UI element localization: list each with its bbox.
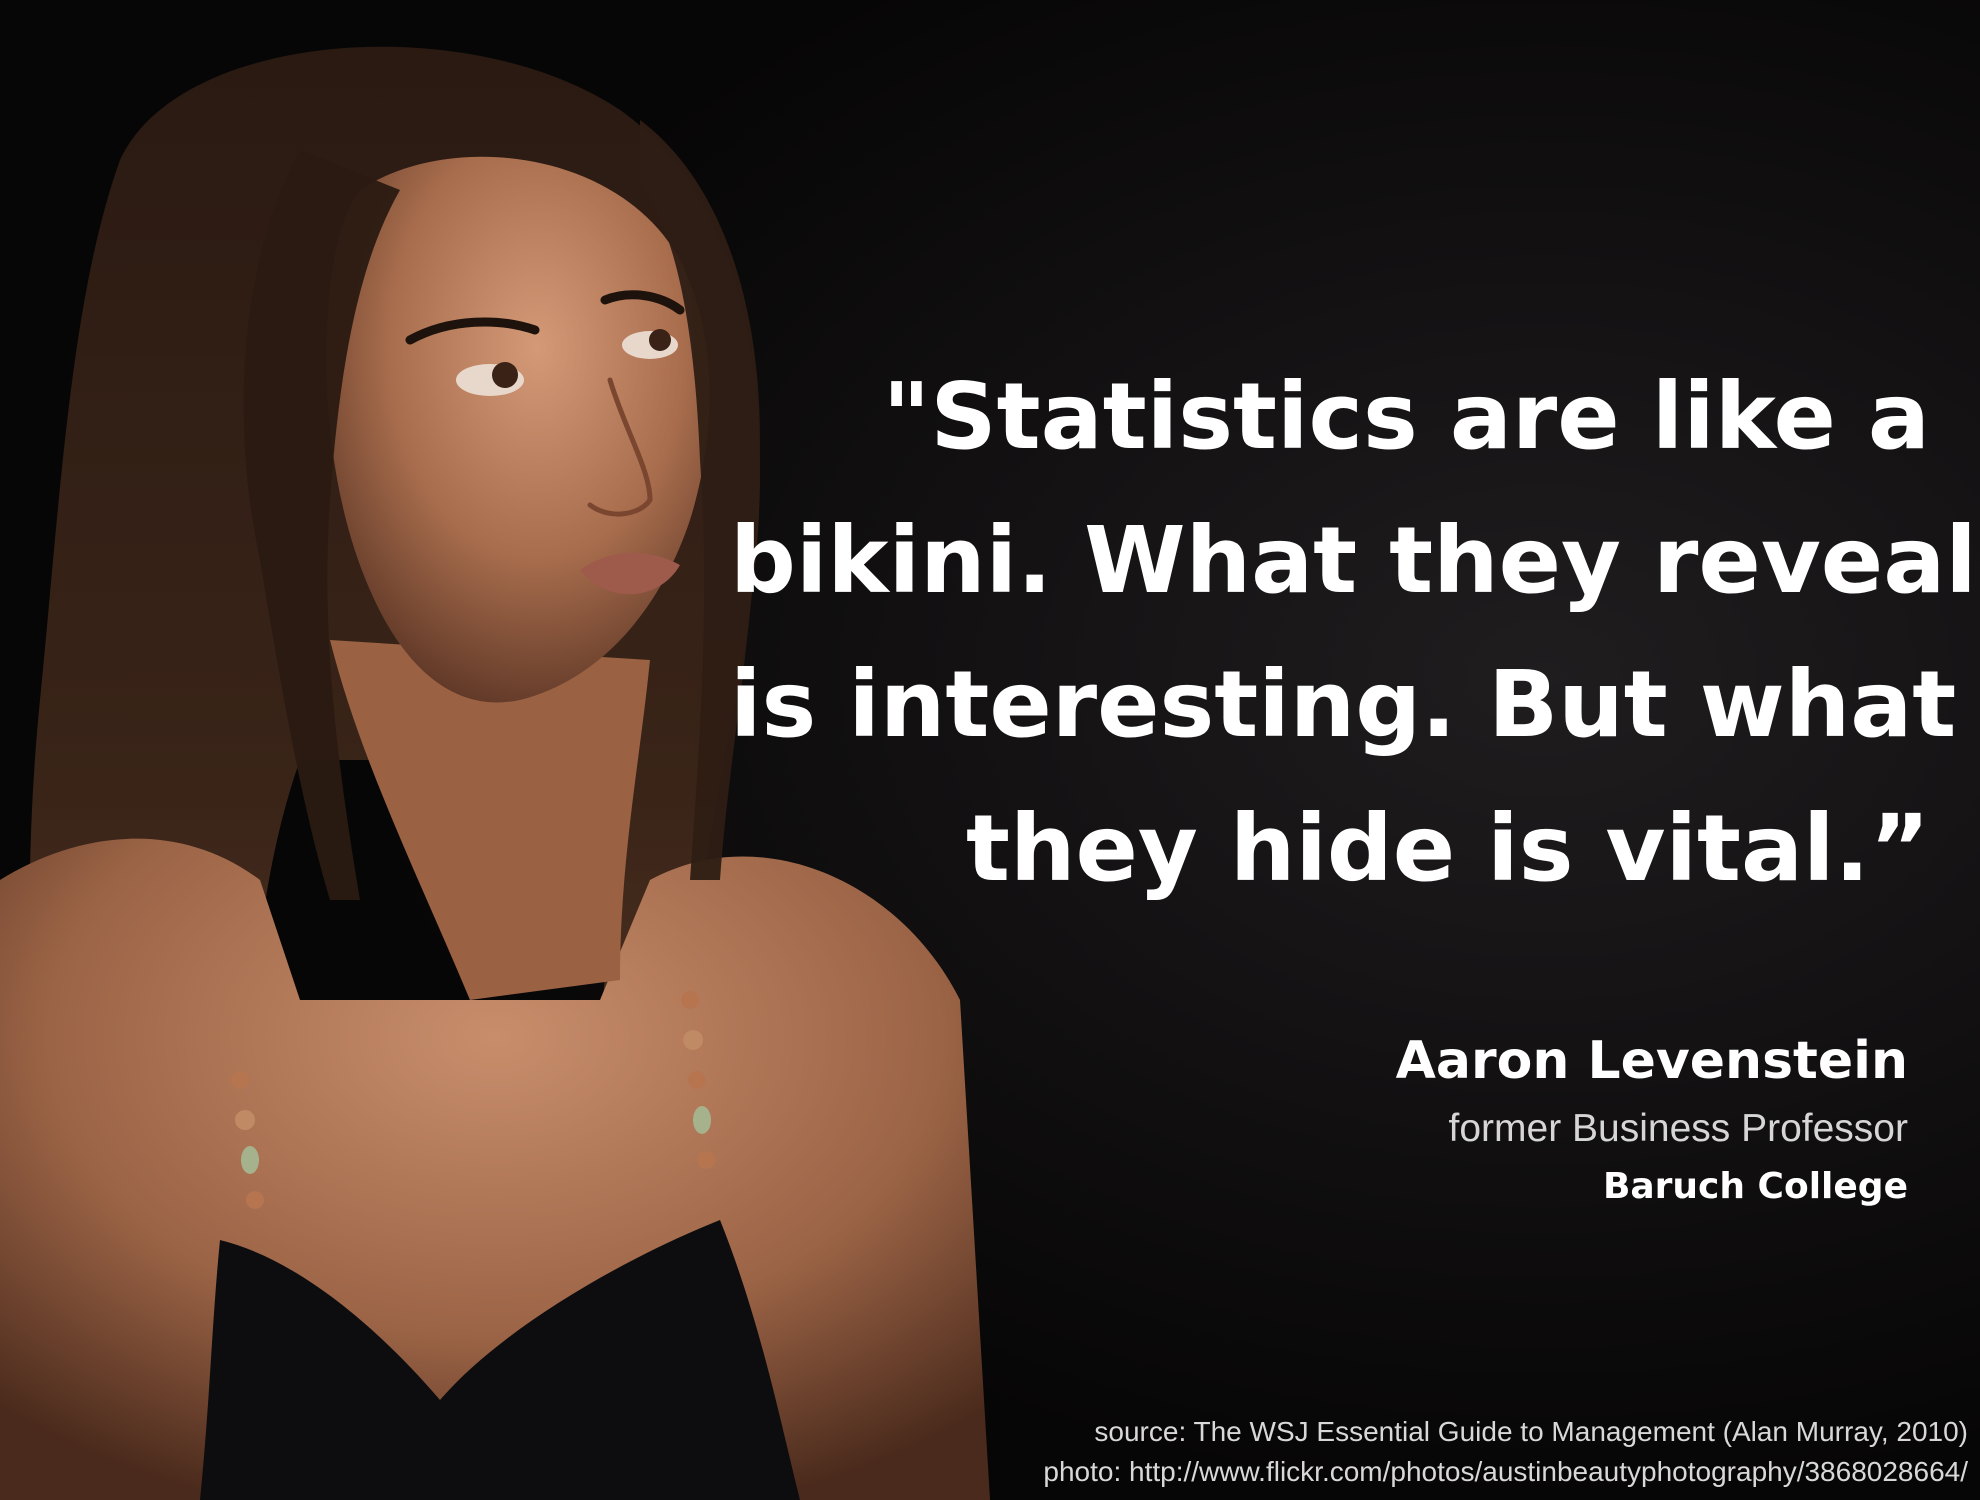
portrait-photo (0, 46, 990, 1500)
right-iris (649, 329, 671, 351)
author-organization: Baruch College (1602, 1166, 1908, 1207)
attribution: Aaron Levenstein former Business Profess… (1396, 1026, 1908, 1214)
quote-line-2: bikini. What they reveal (730, 507, 1977, 614)
quote-line-1: "Statistics are like a (882, 363, 1930, 470)
quote-line-4: they hide is vital.” (965, 795, 1930, 902)
hair-front-right (640, 120, 760, 880)
credits: source: The WSJ Essential Guide to Manag… (1043, 1412, 1968, 1492)
author-name: Aaron Levenstein (1395, 1031, 1908, 1091)
black-top (200, 1220, 800, 1500)
hair-front-left (243, 150, 400, 900)
neck (330, 640, 650, 1000)
right-eyebrow (600, 290, 685, 315)
quote-text: "Statistics are like a bikini. What they… (730, 345, 1977, 921)
photo-credit: photo: http://www.flickr.com/photos/aust… (1043, 1456, 1968, 1487)
nose (587, 377, 653, 517)
source-credit: source: The WSJ Essential Guide to Manag… (1094, 1416, 1968, 1447)
bead-strap (231, 991, 715, 1209)
left-iris (492, 362, 518, 388)
lips (580, 552, 680, 595)
quote-line-3: is interesting. But what (730, 651, 1957, 758)
left-eyebrow (405, 317, 540, 345)
author-title: former Business Professor (1448, 1107, 1909, 1150)
